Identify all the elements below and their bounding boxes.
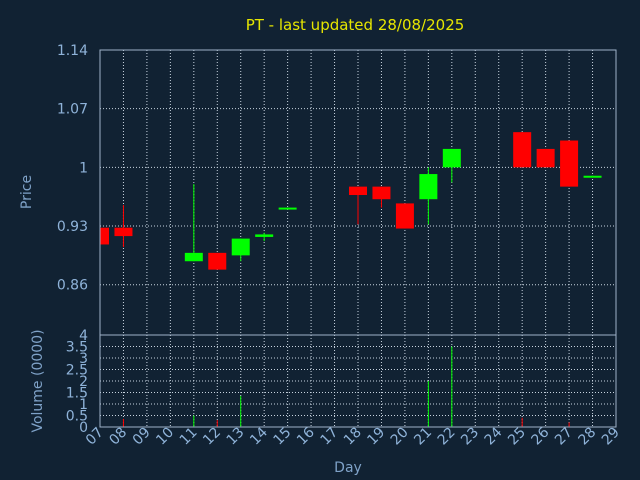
x-tick-label: 24 [482, 424, 506, 448]
candle-body [184, 252, 203, 262]
candle-body [278, 207, 297, 210]
volume-tick-labels: 00.511.522.533.54 [66, 328, 88, 436]
x-tick-label: 14 [247, 424, 271, 448]
candle-body [419, 174, 438, 200]
candle-body [372, 186, 391, 200]
volume-tick-label: 0.5 [66, 409, 88, 425]
candle-body [536, 148, 555, 168]
x-tick-label: 18 [341, 425, 365, 449]
price-candles [99, 132, 602, 270]
x-tick-label: 29 [599, 425, 623, 449]
x-tick-label: 11 [177, 425, 201, 449]
candle-body [255, 234, 274, 237]
x-tick-label: 19 [364, 425, 388, 449]
x-tick-label: 09 [130, 425, 154, 449]
x-tick-label: 26 [529, 424, 553, 448]
candle-body [349, 186, 367, 196]
candle-body [231, 238, 250, 256]
candle-body [583, 175, 602, 178]
x-tick-label: 20 [388, 425, 412, 449]
x-tick-label: 25 [505, 425, 529, 449]
volume-axis-label: Volume (0000) [30, 329, 46, 432]
candle-body [442, 148, 461, 168]
volume-tick-label: 2.5 [66, 363, 88, 379]
candle-body [513, 132, 532, 168]
price-grid [99, 49, 617, 335]
volume-tick-label: 4 [79, 328, 88, 344]
volume-tick-label: 3 [79, 351, 88, 367]
x-tick-label: 17 [317, 425, 341, 449]
candle-body [395, 203, 414, 229]
price-axis-label: Price [19, 175, 35, 209]
x-tick-label: 08 [106, 425, 130, 449]
price-tick-label: 1 [79, 160, 88, 176]
x-tick-label: 23 [458, 425, 482, 449]
price-tick-label: 0.93 [57, 219, 88, 235]
x-tick-label: 15 [271, 425, 295, 449]
volume-tick-label: 1.5 [66, 386, 88, 402]
volume-tick-label: 2 [79, 374, 88, 390]
x-axis-label: Day [334, 460, 362, 476]
volume-tick-label: 3.5 [66, 340, 88, 356]
price-tick-label: 1.14 [57, 43, 88, 59]
x-tick-label: 12 [200, 425, 224, 449]
volume-tick-label: 0 [79, 420, 88, 436]
x-tick-label: 27 [552, 425, 576, 449]
x-tick-label: 10 [153, 425, 177, 449]
x-tick-label: 16 [294, 424, 318, 448]
candle-body [208, 252, 227, 270]
volume-tick-label: 1 [79, 397, 88, 413]
candle-body [114, 227, 133, 237]
chart-title: PT - last updated 28/08/2025 [246, 16, 465, 34]
volume-plot-frame [99, 334, 617, 428]
price-tick-label: 0.86 [57, 278, 88, 294]
x-tick-label: 22 [435, 425, 459, 449]
candle-body [100, 227, 109, 245]
x-tick-label: 28 [575, 425, 599, 449]
x-tick-labels: 07 08 09 10 11 12 13 14 15 16 17 18 19 20 21 22 23 24 25 26… [83, 424, 623, 448]
price-tick-label: 1.07 [57, 102, 88, 118]
x-tick-label: 13 [224, 425, 248, 449]
x-tick-label: 21 [411, 425, 435, 449]
price-tick-labels: 0.86 0.93 1 1.07 1.14 [57, 43, 88, 294]
candle-body [560, 140, 579, 187]
volume-bars [122, 346, 570, 427]
volume-grid [99, 334, 617, 428]
